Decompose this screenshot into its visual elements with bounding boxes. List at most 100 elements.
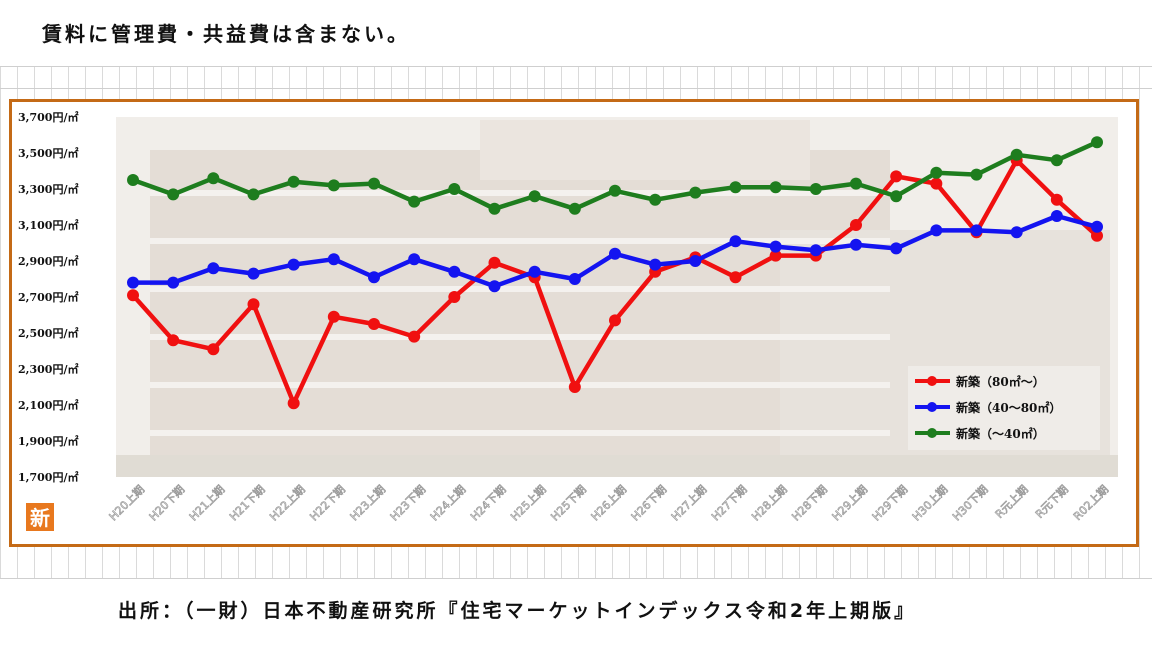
- building-roof-shape: [480, 120, 810, 180]
- data-point: [528, 190, 541, 203]
- data-point: [207, 262, 220, 275]
- x-axis: H20上期 H20下期 H21上期 H21下期 H22上期 H22下期 H23上期 H23下期…: [106, 483, 1111, 524]
- y-tick-label: 2,900円/㎡: [18, 254, 78, 268]
- y-tick-label: 2,100円/㎡: [18, 398, 78, 412]
- data-point: [769, 249, 782, 262]
- floor-band: [150, 430, 890, 436]
- legend: 新築（80㎡～） 新築（40～80㎡） 新築（～40㎡）: [908, 366, 1100, 450]
- x-tick-label: H28下期: [789, 483, 830, 524]
- data-point: [649, 193, 662, 206]
- data-point: [689, 255, 702, 267]
- badge-label: 新: [30, 506, 50, 530]
- y-tick-label: 3,100円/㎡: [18, 218, 78, 232]
- floor-band: [150, 190, 890, 196]
- legend-swatch-point: [927, 376, 937, 386]
- divider-line: [0, 88, 1152, 89]
- data-point: [368, 318, 380, 330]
- x-tick-label: H30下期: [950, 483, 991, 524]
- data-point: [809, 183, 822, 195]
- building-shape: [150, 150, 890, 470]
- legend-swatch-point: [927, 428, 937, 438]
- data-point: [488, 280, 501, 293]
- data-point: [247, 298, 260, 311]
- data-point: [127, 289, 139, 302]
- legend-label: 新築（40～80㎡）: [956, 400, 1061, 415]
- data-point: [890, 242, 903, 255]
- data-point: [1010, 148, 1023, 161]
- ground-shape: [116, 455, 1118, 477]
- data-point: [970, 224, 983, 237]
- y-tick-label: 3,700円/㎡: [18, 110, 78, 124]
- x-tick-label: H20下期: [147, 483, 188, 524]
- legend-label: 新築（80㎡～）: [956, 374, 1045, 389]
- data-point: [970, 168, 983, 181]
- data-point: [448, 265, 461, 278]
- y-tick-label: 3,500円/㎡: [18, 146, 78, 160]
- data-point: [368, 177, 380, 190]
- data-point: [729, 181, 742, 194]
- data-point: [448, 291, 461, 303]
- data-point: [850, 177, 862, 190]
- data-point: [729, 271, 742, 284]
- data-point: [890, 190, 903, 203]
- x-tick-label: H25下期: [548, 483, 589, 524]
- data-point: [167, 276, 180, 289]
- data-point: [488, 256, 501, 269]
- data-point: [568, 202, 581, 215]
- data-point: [528, 265, 541, 278]
- y-tick-label: 1,900円/㎡: [18, 434, 78, 448]
- data-point: [408, 253, 421, 266]
- x-tick-label: H24下期: [468, 483, 509, 524]
- floor-band: [150, 238, 890, 244]
- divider-line: [0, 578, 1152, 579]
- data-point: [167, 334, 180, 347]
- x-tick-label: R元上期: [993, 483, 1031, 521]
- data-point: [1010, 226, 1023, 239]
- data-point: [327, 310, 340, 323]
- new-build-badge: 新: [26, 503, 54, 531]
- data-point: [287, 258, 300, 271]
- badge-square: [26, 503, 54, 531]
- data-point: [729, 235, 742, 248]
- x-tick-label: H27上期: [669, 483, 710, 524]
- floor-band: [150, 334, 890, 340]
- x-tick-label: H28上期: [749, 483, 790, 524]
- data-point: [1050, 210, 1063, 222]
- floor-band: [150, 286, 890, 292]
- data-point: [327, 253, 340, 266]
- y-tick-label: 2,700円/㎡: [18, 290, 78, 304]
- legend-swatch-point: [927, 402, 937, 412]
- data-point: [327, 179, 340, 192]
- data-point: [448, 183, 461, 195]
- data-point: [287, 175, 300, 188]
- x-tick-label: H24上期: [428, 483, 469, 524]
- x-tick-label: H20上期: [107, 483, 148, 524]
- data-point: [850, 238, 862, 251]
- data-point: [1091, 136, 1103, 149]
- data-point: [247, 267, 260, 280]
- x-tick-label: H21下期: [227, 483, 268, 524]
- data-point: [850, 219, 862, 231]
- data-point: [1050, 154, 1063, 167]
- data-point: [368, 271, 380, 284]
- data-point: [127, 276, 139, 289]
- data-point: [167, 188, 180, 201]
- data-point: [930, 177, 943, 190]
- y-tick-label: 2,500円/㎡: [18, 326, 78, 340]
- x-tick-label: H21上期: [187, 483, 228, 524]
- x-tick-label: H23下期: [388, 483, 429, 524]
- data-point: [127, 174, 139, 186]
- x-tick-label: H25上期: [508, 483, 549, 524]
- source-band: [0, 578, 1152, 647]
- data-point: [1091, 220, 1103, 233]
- x-tick-label: H27下期: [709, 483, 750, 524]
- divider-line: [0, 66, 1152, 67]
- x-tick-label: R元下期: [1033, 483, 1071, 521]
- data-point: [1050, 193, 1063, 206]
- note-band: [0, 0, 1152, 66]
- y-tick-label: 2,300円/㎡: [18, 362, 78, 376]
- data-point: [287, 397, 300, 410]
- x-tick-label: H29下期: [870, 483, 911, 524]
- data-point: [568, 381, 581, 393]
